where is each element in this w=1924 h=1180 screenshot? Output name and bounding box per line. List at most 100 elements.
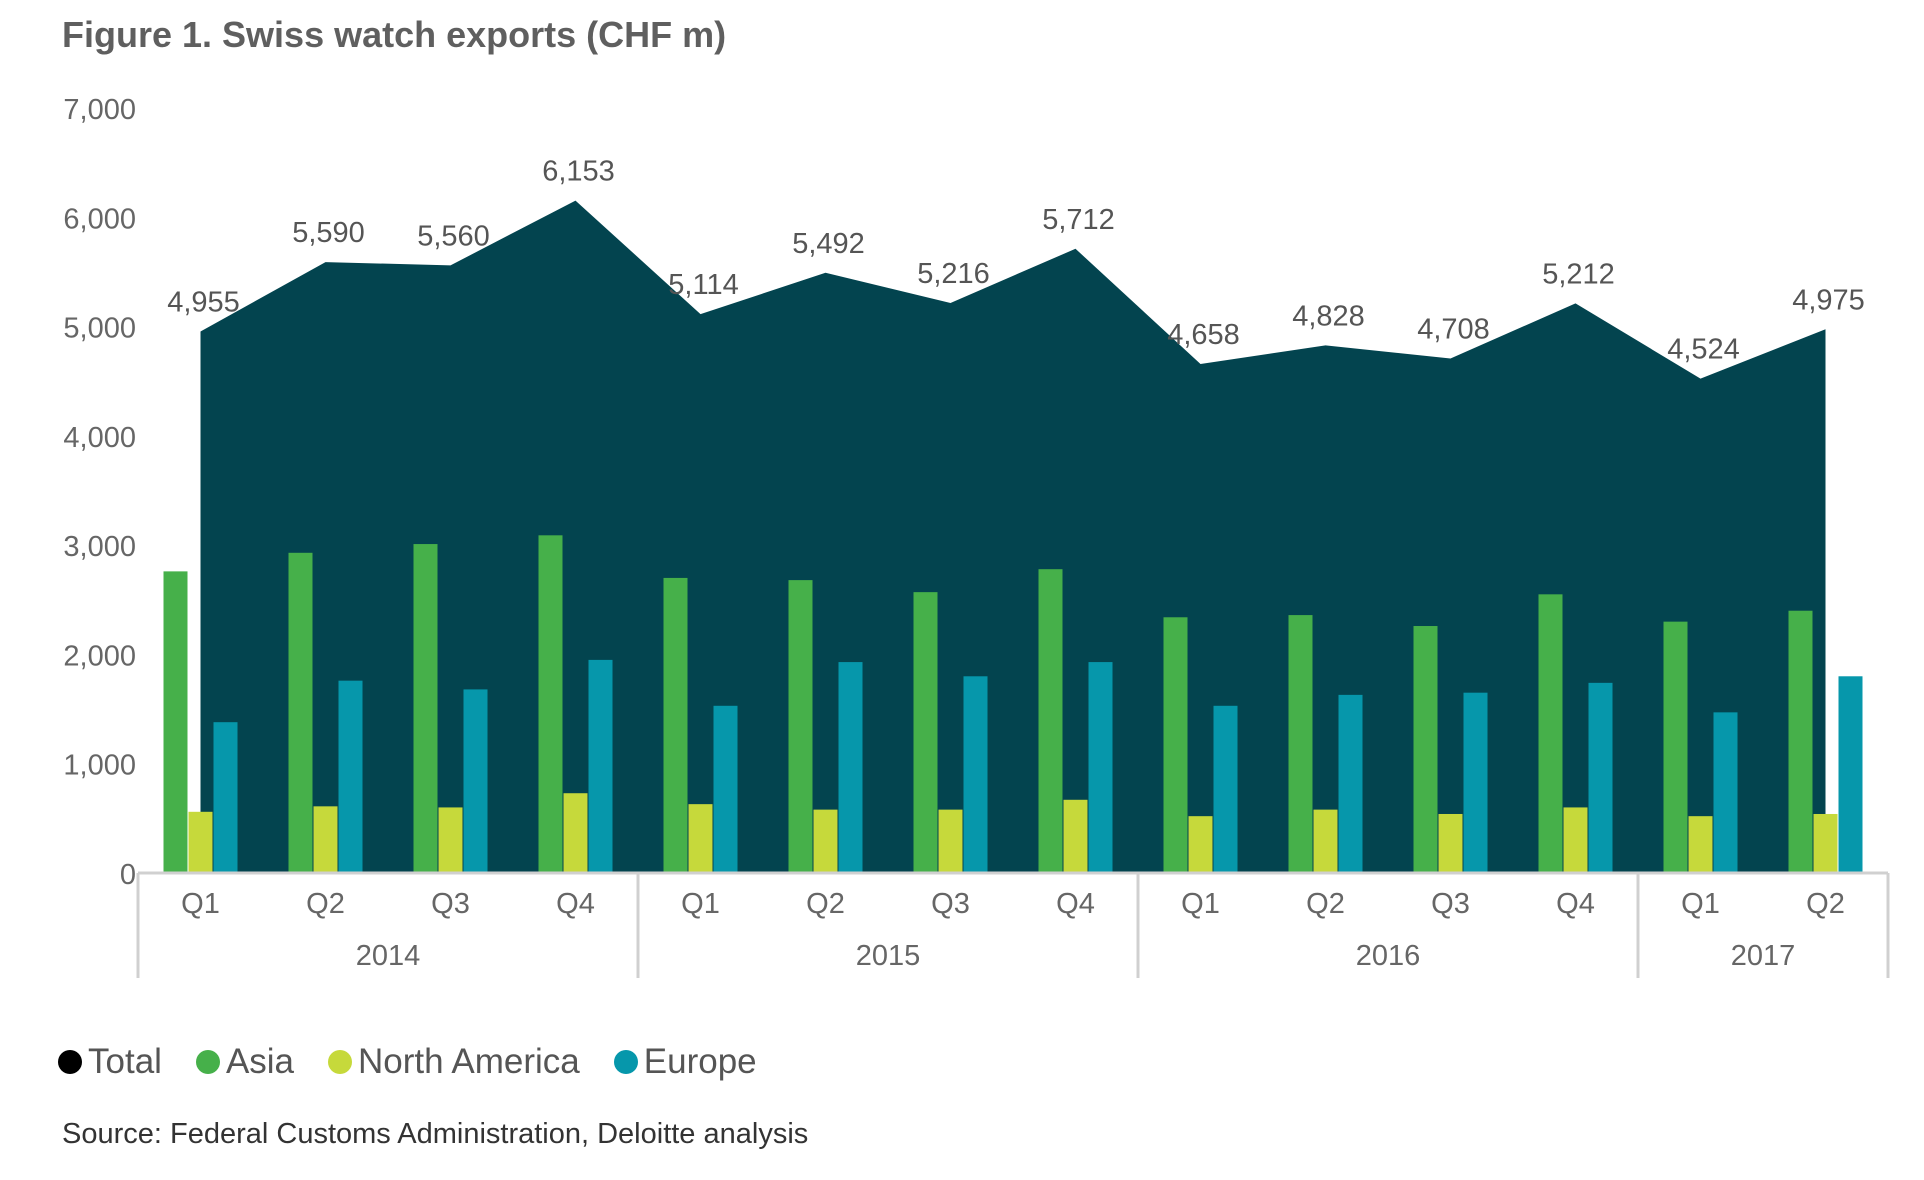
y-axis: 0 1,000 2,000 3,000 4,000 5,000 6,000 7,000 — [63, 94, 136, 891]
y-tick-label: 4,000 — [63, 422, 136, 454]
north-america-bar — [1313, 809, 1338, 873]
y-tick-label: 0 — [120, 859, 136, 891]
asia-bar — [913, 592, 938, 873]
north-america-bar — [313, 806, 338, 873]
x-tick-label: Q3 — [931, 888, 970, 920]
legend-item-north-america: North America — [328, 1042, 580, 1082]
legend-label-north-america: North America — [358, 1042, 580, 1081]
y-tick-label: 7,000 — [63, 94, 136, 126]
asia-bar — [1663, 621, 1688, 873]
europe-bar — [1713, 712, 1738, 873]
y-tick-label: 5,000 — [63, 313, 136, 345]
year-group-label: 2015 — [856, 940, 921, 972]
total-data-label: 4,955 — [167, 286, 240, 318]
legend-swatch-north-america — [328, 1050, 353, 1074]
legend-item-asia: Asia — [195, 1042, 295, 1082]
asia-bar — [538, 535, 563, 873]
total-data-label: 5,216 — [917, 258, 990, 290]
asia-bar — [288, 552, 313, 873]
total-data-label: 5,492 — [792, 228, 865, 260]
year-group-label: 2014 — [356, 940, 421, 972]
asia-bar — [1413, 626, 1438, 873]
total-data-label: 5,212 — [1542, 258, 1615, 290]
legend: Total Asia North America Europe — [58, 1040, 791, 1084]
north-america-bar — [1563, 807, 1588, 873]
north-america-bar — [1063, 799, 1088, 873]
legend-item-total: Total — [58, 1042, 162, 1082]
source-note: Source: Federal Customs Administration, … — [62, 1118, 809, 1150]
x-tick-label: Q1 — [1681, 888, 1720, 920]
y-tick-label: 2,000 — [63, 640, 136, 672]
europe-bar — [213, 722, 238, 873]
legend-label-europe: Europe — [643, 1042, 757, 1081]
legend-label-asia: Asia — [225, 1042, 295, 1081]
total-area — [200, 200, 1826, 873]
europe-bar — [1338, 694, 1363, 873]
x-tick-label: Q4 — [1056, 888, 1095, 920]
year-group-label: 2016 — [1356, 940, 1421, 972]
north-america-bar — [1438, 813, 1463, 873]
legend-item-europe: Europe — [613, 1042, 757, 1082]
legend-swatch-total — [58, 1050, 82, 1074]
total-labels: 4,955 5,590 5,560 6,153 5,114 5,492 5,216 5,712… — [167, 156, 1865, 366]
x-tick-label: Q3 — [1431, 888, 1470, 920]
north-america-bar — [438, 807, 463, 873]
total-data-label: 4,524 — [1667, 334, 1740, 366]
europe-bar — [1088, 662, 1113, 873]
europe-bar — [1588, 682, 1613, 873]
asia-bar — [1538, 594, 1563, 873]
total-data-label: 5,590 — [292, 217, 365, 249]
x-tick-label: Q2 — [1806, 888, 1845, 920]
total-data-label: 5,114 — [668, 269, 738, 301]
asia-bar — [413, 544, 438, 873]
bars — [163, 535, 1863, 873]
europe-bar — [338, 680, 363, 873]
europe-bar — [588, 659, 613, 873]
y-tick-label: 3,000 — [63, 531, 136, 563]
x-tick-label: Q3 — [431, 888, 470, 920]
europe-bar — [713, 705, 738, 873]
asia-bar — [1288, 615, 1313, 873]
asia-bar — [788, 580, 813, 873]
asia-bar — [1038, 569, 1063, 873]
total-data-label: 5,712 — [1042, 204, 1115, 236]
total-data-label: 4,975 — [1792, 284, 1865, 316]
asia-bar — [1163, 617, 1188, 873]
total-data-label: 4,658 — [1167, 319, 1240, 351]
legend-swatch-europe — [613, 1050, 638, 1074]
y-tick-label: 6,000 — [63, 203, 136, 235]
north-america-bar — [188, 811, 213, 873]
year-group-label: 2017 — [1731, 940, 1796, 972]
europe-bar — [838, 662, 863, 873]
y-tick-label: 1,000 — [63, 750, 136, 782]
asia-bar — [163, 571, 188, 873]
europe-bar — [1838, 676, 1863, 873]
north-america-bar — [1188, 816, 1213, 873]
x-tick-label: Q2 — [306, 888, 345, 920]
north-america-bar — [1813, 813, 1838, 873]
x-tick-label: Q1 — [181, 888, 220, 920]
total-data-label: 4,708 — [1417, 313, 1490, 345]
chart: 0 1,000 2,000 3,000 4,000 5,000 6,000 7,000 4,9… — [63, 94, 1890, 978]
north-america-bar — [1688, 816, 1713, 873]
north-america-bar — [813, 809, 838, 873]
x-tick-label: Q1 — [1181, 888, 1220, 920]
total-data-label: 5,560 — [417, 220, 490, 252]
asia-bar — [663, 577, 688, 873]
x-tick-label: Q1 — [681, 888, 720, 920]
x-tick-label: Q4 — [1556, 888, 1595, 920]
asia-bar — [1788, 610, 1813, 873]
x-tick-label: Q2 — [806, 888, 845, 920]
north-america-bar — [563, 793, 588, 873]
x-tick-label: Q4 — [556, 888, 595, 920]
total-data-label: 6,153 — [542, 156, 615, 188]
x-axis: Q1 Q2 Q3 Q4 Q1 Q2 Q3 Q4 Q1 Q2 Q3 Q4 Q1 Q2 2014 2015 2016… — [136, 871, 1890, 978]
chart-title: Figure 1. Swiss watch exports (CHF m) — [62, 14, 727, 55]
x-tick-label: Q2 — [1306, 888, 1345, 920]
europe-bar — [1463, 692, 1488, 873]
north-america-bar — [688, 804, 713, 873]
total-data-label: 4,828 — [1292, 300, 1365, 332]
europe-bar — [1213, 705, 1238, 873]
legend-swatch-asia — [195, 1050, 220, 1074]
europe-bar — [963, 676, 988, 873]
